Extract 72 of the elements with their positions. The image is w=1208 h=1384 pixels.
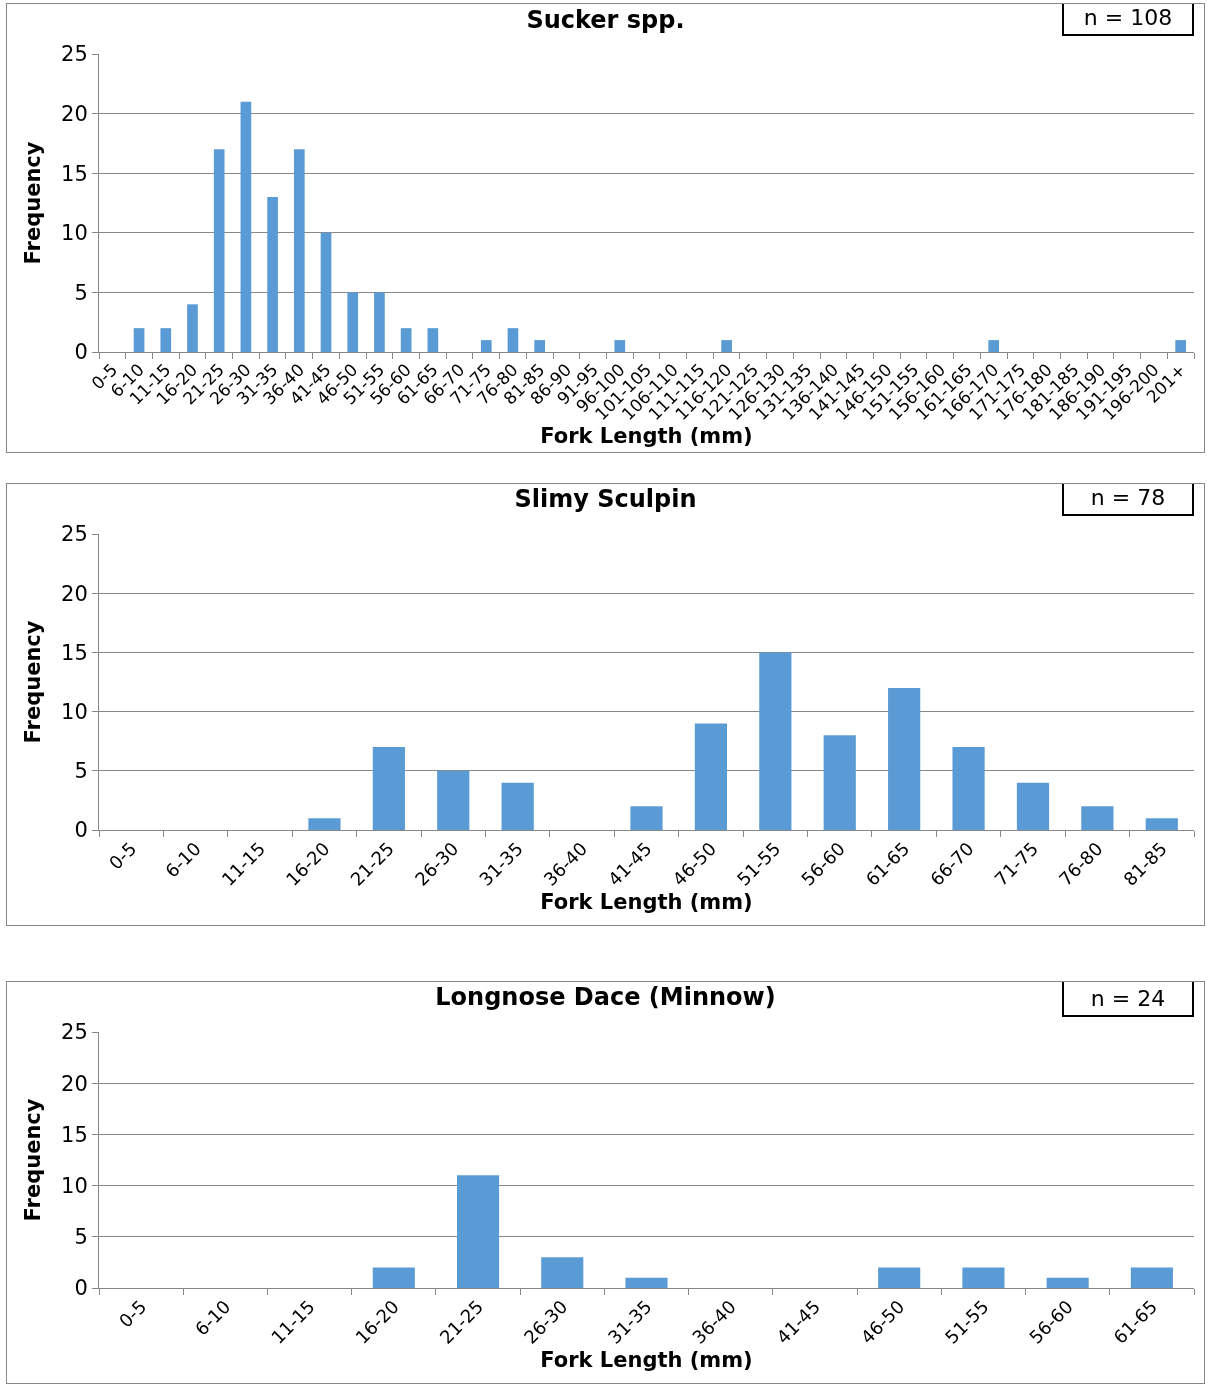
chart-title: Sucker spp. — [526, 5, 685, 34]
bar — [614, 340, 626, 352]
bar — [534, 340, 546, 352]
y-tick-label: 15 — [61, 161, 88, 186]
text: n = 24 — [1090, 986, 1166, 1011]
bar — [213, 149, 225, 352]
bar — [1016, 782, 1050, 830]
y-tick-label: 15 — [61, 1122, 88, 1147]
y-axis-title: Frequency — [21, 141, 46, 265]
x-axis-title: Fork Length (mm) — [540, 1347, 753, 1372]
y-tick-label: 0 — [74, 818, 88, 843]
chart-title: Slimy Sculpin — [514, 485, 697, 514]
bar — [1175, 340, 1186, 352]
y-tick-label: 5 — [74, 280, 88, 305]
bar — [694, 723, 728, 830]
y-tick-label: 25 — [61, 42, 88, 67]
bar — [456, 1175, 500, 1288]
y-tick-label: 0 — [74, 1276, 88, 1301]
chart-title: Longnose Dace (Minnow) — [435, 982, 776, 1011]
bar — [988, 340, 1000, 352]
bar — [878, 1267, 921, 1288]
bar — [480, 340, 492, 352]
text: n = 108 — [1083, 5, 1173, 30]
x-tick-label: 0-5 — [114, 1295, 151, 1332]
y-tick-label: 5 — [74, 1225, 88, 1250]
bar — [374, 292, 385, 352]
bar — [721, 340, 732, 352]
y-tick-label: 20 — [61, 1071, 88, 1096]
x-tick-label: 0-5 — [104, 837, 141, 874]
y-tick-label: 15 — [61, 640, 88, 665]
bar — [823, 735, 856, 830]
bar — [1081, 806, 1114, 830]
bar — [630, 806, 663, 830]
bar — [625, 1277, 668, 1288]
x-axis-title: Fork Length (mm) — [540, 889, 753, 914]
y-tick-label: 20 — [61, 581, 88, 606]
y-tick-label: 10 — [61, 699, 88, 724]
bar — [400, 328, 412, 352]
bar — [541, 1257, 584, 1288]
bar — [427, 328, 439, 352]
bar — [1130, 1267, 1173, 1288]
y-axis-title: Frequency — [21, 620, 46, 744]
bar — [1046, 1277, 1089, 1288]
bar — [372, 1267, 415, 1288]
y-tick-label: 10 — [61, 221, 88, 246]
y-tick-label: 5 — [74, 759, 88, 784]
bar — [160, 328, 172, 352]
y-tick-label: 25 — [61, 1020, 88, 1045]
bar — [437, 770, 470, 830]
bar — [240, 101, 252, 352]
bar — [962, 1267, 1005, 1288]
bar — [507, 328, 519, 352]
bar — [308, 818, 341, 830]
bar — [952, 747, 985, 830]
bar — [293, 149, 305, 352]
bar — [267, 197, 278, 352]
y-tick-label: 25 — [61, 522, 88, 547]
bar — [133, 328, 145, 352]
y-tick-label: 0 — [74, 340, 88, 365]
y-tick-label: 20 — [61, 101, 88, 126]
bar — [372, 747, 405, 830]
bar — [187, 304, 198, 352]
y-axis-title: Frequency — [21, 1098, 46, 1222]
bar — [347, 292, 359, 352]
bar — [320, 232, 332, 352]
bar — [888, 687, 921, 830]
bar — [1145, 818, 1178, 830]
bar — [759, 652, 792, 830]
text: n = 78 — [1090, 485, 1166, 510]
y-tick-label: 10 — [61, 1173, 88, 1198]
x-axis-title: Fork Length (mm) — [540, 423, 753, 448]
bar — [501, 782, 534, 830]
